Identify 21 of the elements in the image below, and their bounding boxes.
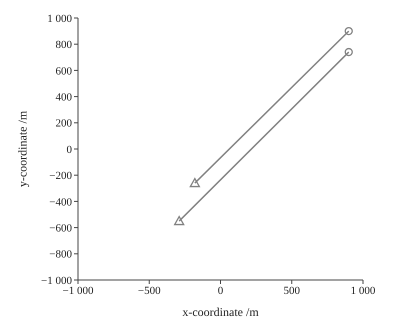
x-tick-label: −500	[138, 284, 162, 297]
point	[190, 178, 200, 188]
point	[344, 26, 353, 36]
y-tick-label: 400	[56, 92, 72, 104]
y-tick-label: 200	[56, 118, 72, 130]
y-tick-label: −1 000	[41, 274, 72, 287]
point	[174, 216, 184, 226]
x-axis-title: x-coordinate /m	[182, 305, 260, 319]
y-tick-label: −800	[49, 248, 72, 261]
y-tick-label: −200	[49, 170, 72, 182]
y-tick-label: −600	[49, 222, 72, 235]
y-tick-label: 0	[66, 144, 72, 156]
point	[344, 48, 353, 56]
x-tick-label: 500	[284, 284, 300, 297]
x-tick-label: 1 000	[350, 284, 376, 297]
x-tick-label: 0	[218, 284, 224, 297]
y-tick-label: −400	[49, 196, 72, 208]
y-tick-label: 800	[56, 39, 72, 52]
y-tick-label: 1 000	[47, 12, 72, 25]
y-tick-label: 600	[56, 65, 72, 78]
y-axis-title: y-coordinate /m	[15, 110, 30, 188]
